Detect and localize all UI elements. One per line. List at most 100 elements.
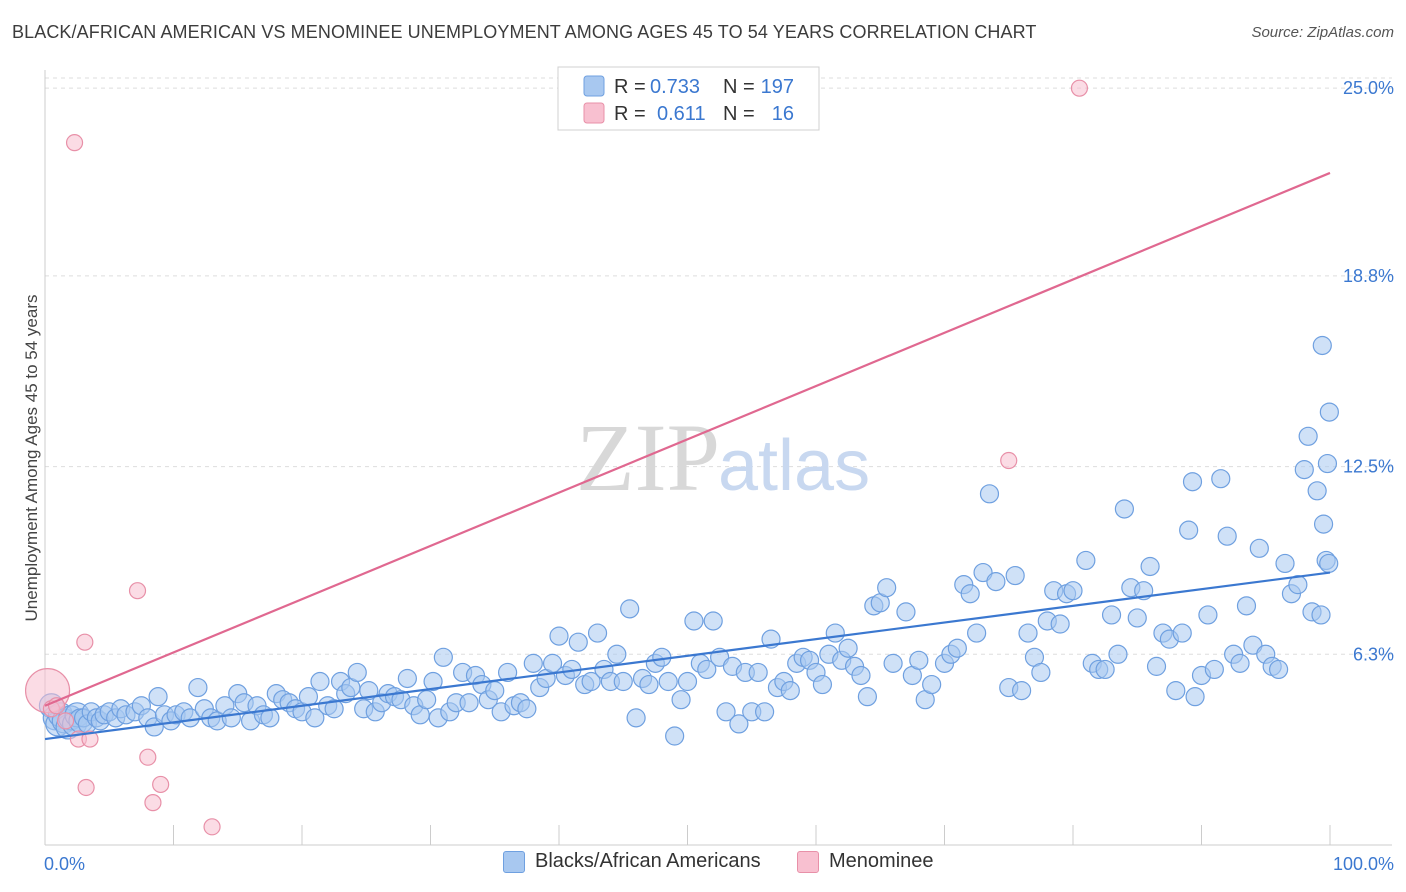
chart-title: BLACK/AFRICAN AMERICAN VS MENOMINEE UNEM… [12,22,1037,42]
y-tick-label: 12.5% [1343,457,1394,477]
point-menominee [81,730,99,748]
point-blacks-african-americans [310,671,330,692]
point-menominee [77,778,95,797]
point-blacks-african-americans [748,662,768,683]
point-blacks-african-americans [1211,469,1231,489]
point-blacks-african-americans [896,602,916,622]
point-blacks-african-americans [1063,581,1083,601]
legend-swatch-blue [583,75,605,97]
legend-swatch-pink [583,102,605,124]
point-blacks-african-americans [658,671,678,692]
point-blacks-african-americans [397,668,417,689]
point-blacks-african-americans [947,638,967,658]
point-blacks-african-americans [1108,644,1128,664]
point-blacks-african-americans [703,611,723,631]
point-blacks-african-americans [417,690,437,710]
trend-lines [44,171,1331,741]
point-blacks-african-americans [967,623,987,643]
series-menominee [24,79,1089,836]
y-tick-label: 25.0% [1343,78,1394,98]
point-blacks-african-americans [979,484,1000,504]
point-blacks-african-americans [1275,553,1295,574]
point-blacks-african-americans [1018,623,1038,643]
legend-n-value-pink: 16 [772,103,794,125]
point-blacks-african-americans [1101,605,1122,625]
point-blacks-african-americans [517,699,537,719]
point-blacks-african-americans [922,674,942,695]
point-blacks-african-americans [684,611,704,631]
point-blacks-african-americans [960,584,980,604]
point-blacks-african-americans [883,653,903,673]
point-blacks-african-americans [1185,687,1205,707]
legend-r-value-blue: 0.733 [650,76,700,98]
point-blacks-african-americans [1166,681,1186,701]
point-blacks-african-americans [148,687,168,707]
point-blacks-african-americans [754,702,775,722]
point-menominee [139,748,157,766]
trend-line-menominee [44,171,1331,707]
bottom-legend-label-pink: Menominee [829,850,934,872]
point-menominee [144,794,162,812]
y-axis-label: Unemployment Among Ages 45 to 54 years [22,295,41,622]
point-blacks-african-americans [1140,556,1160,577]
point-blacks-african-americans [587,623,608,643]
point-blacks-african-americans [1005,565,1025,586]
point-blacks-african-americans [986,572,1006,592]
legend-box: R = 0.733 N = 197 R = 0.611 N = 16 [557,66,820,131]
point-blacks-african-americans [838,638,858,658]
point-blacks-african-americans [613,671,633,692]
point-blacks-african-americans [1127,608,1147,628]
point-blacks-african-americans [607,644,627,664]
point-blacks-african-americans [549,626,569,646]
point-blacks-african-americans [1312,335,1332,356]
point-blacks-african-americans [1031,662,1051,683]
point-blacks-african-americans [1313,514,1334,534]
point-menominee [1070,79,1089,97]
point-blacks-african-americans [1204,659,1224,680]
y-tick-label: 18.8% [1343,266,1394,286]
point-blacks-african-americans [1198,605,1218,625]
point-blacks-african-americans [1319,402,1339,422]
bottom-legend-swatch-blue [503,850,525,873]
point-blacks-african-americans [188,677,208,698]
point-menominee [76,633,94,651]
legend-r-value-pink: 0.611 [657,103,706,125]
point-blacks-african-americans [1236,596,1257,616]
point-menominee [203,818,221,836]
point-blacks-african-americans [626,708,646,728]
y-tick-label: 6.3% [1353,644,1394,664]
point-blacks-african-americans [697,659,717,680]
point-blacks-african-americans [1294,460,1314,480]
point-blacks-african-americans [359,681,379,701]
point-blacks-african-americans [1230,653,1250,673]
point-blacks-african-americans [347,662,367,683]
point-menominee [65,134,84,152]
point-blacks-african-americans [1114,499,1135,519]
point-blacks-african-americans [180,708,200,728]
point-blacks-african-americans [1076,550,1096,571]
point-blacks-african-americans [780,681,800,701]
point-blacks-african-americans [298,687,319,707]
legend-n-label-blue: N = [723,76,755,98]
point-blacks-african-americans [1307,481,1327,501]
point-blacks-african-americans [324,699,344,719]
point-blacks-african-americans [639,674,659,695]
point-menominee [128,582,147,600]
point-blacks-african-americans [1179,520,1199,540]
point-blacks-african-americans [729,714,749,734]
point-blacks-african-americans [423,671,443,692]
point-blacks-african-americans [1217,526,1237,546]
point-blacks-african-americans [1249,538,1269,558]
legend-r-label-pink: R = [614,103,646,125]
bottom-legend-blue: Blacks/African Americans [503,850,761,873]
point-blacks-african-americans [568,632,588,652]
point-blacks-african-americans [620,599,640,619]
point-blacks-african-americans [1298,426,1318,446]
legend-n-value-blue: 197 [761,76,794,98]
point-blacks-african-americans [221,708,241,728]
point-blacks-african-americans [433,647,453,667]
point-blacks-african-americans [665,726,685,746]
point-blacks-african-americans [825,623,845,643]
point-blacks-african-americans [671,690,691,710]
